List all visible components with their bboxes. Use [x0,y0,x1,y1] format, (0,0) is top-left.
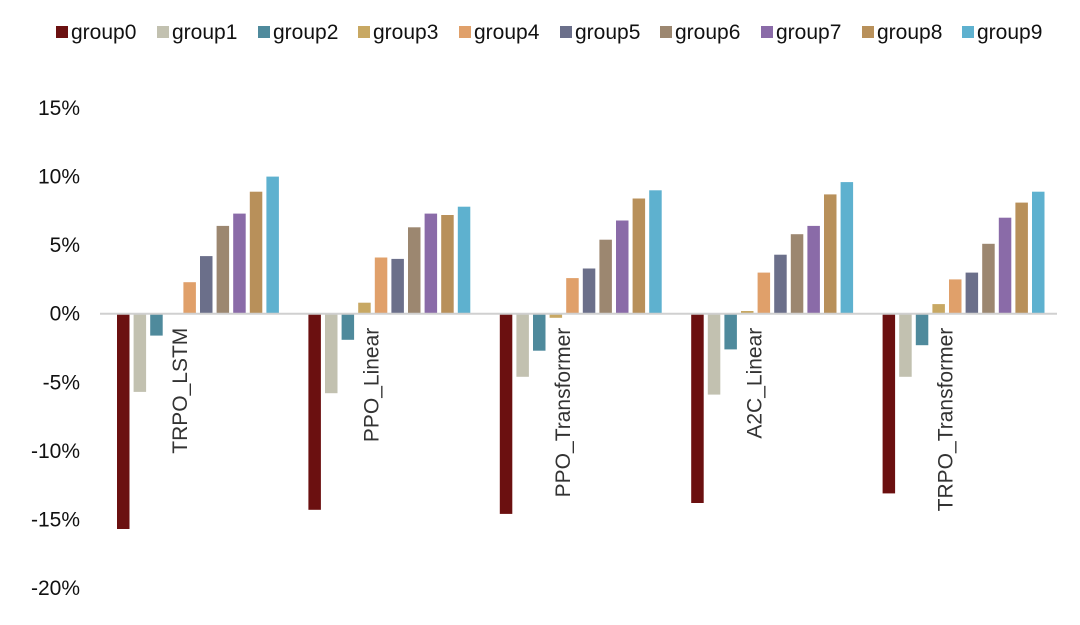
bar-group1-TRPO_Transformer [899,313,912,377]
bar-group2-PPO_Transformer [533,313,546,351]
legend-swatch [157,26,169,38]
bar-group6-A2C_Linear [790,234,804,314]
legend-item-group7: group7 [761,21,841,44]
bar-group8-A2C_Linear [824,194,837,314]
y-tick-label: -10% [31,440,80,463]
bar-group1-TRPO_LSTM [133,313,147,392]
bar-group2-PPO_Linear [341,313,355,340]
legend-swatch [258,26,270,38]
bar-group0-A2C_Linear [691,313,704,503]
legend-label: group3 [373,21,438,44]
bar-group0-PPO_Transformer [499,313,513,514]
legend-item-group4: group4 [459,21,540,44]
category-label: PPO_Linear [361,328,384,442]
bar-group7-PPO_Linear [424,213,438,314]
legend-label: group5 [575,21,640,44]
legend-item-group1: group1 [157,21,237,44]
legend-swatch [761,26,773,38]
legend-item-group2: group2 [258,21,338,44]
legend-swatch [560,26,572,38]
bar-group4-TRPO_Transformer [949,279,962,314]
legend: group0 group1 group2 group3 group4 group5 grou… [56,21,1042,44]
bar-group8-PPO_Transformer [632,198,646,314]
bar-group9-TRPO_LSTM [266,176,279,314]
bar-group3-TRPO_Transformer [932,304,945,314]
legend-swatch [962,26,974,38]
legend-swatch [660,26,672,38]
bar-group2-A2C_Linear [724,313,737,350]
bar-group0-TRPO_LSTM [117,313,130,529]
bar-group6-PPO_Linear [408,227,421,314]
bar-group3-A2C_Linear [741,311,754,314]
legend-item-group5: group5 [560,21,640,44]
legend-swatch [459,26,471,38]
bar-group3-PPO_Linear [358,302,371,314]
legend-label: group7 [776,21,841,44]
y-tick-label: 5% [50,234,80,257]
category-label: TRPO_LSTM [169,328,192,454]
category-labels: TRPO_LSTM PPO_Linear PPO_Transformer A2C_Li… [169,328,958,512]
bar-group5-A2C_Linear [774,254,787,314]
category-label: PPO_Transformer [552,328,575,498]
bar-group9-TRPO_Transformer [1032,191,1045,314]
legend-label: group8 [877,21,942,44]
legend-label: group4 [474,21,540,44]
bar-group1-PPO_Transformer [516,313,529,377]
legend-item-group8: group8 [862,21,942,44]
bar-group0-PPO_Linear [308,313,321,510]
legend-swatch [56,26,68,38]
legend-item-group9: group9 [962,21,1042,44]
legend-label: group6 [675,21,740,44]
bar-group8-TRPO_Transformer [1015,202,1028,314]
bar-group2-TRPO_Transformer [915,313,929,346]
bar-group0-TRPO_Transformer [882,313,896,494]
legend-label: group1 [172,21,237,44]
bar-group5-PPO_Transformer [582,268,596,314]
y-tick-label: 15% [38,97,80,120]
legend-swatch [862,26,874,38]
bar-group7-TRPO_LSTM [233,213,246,314]
y-tick-label: 0% [50,303,80,326]
bar-group4-PPO_Transformer [566,278,579,314]
bars [117,176,1045,529]
bar-group6-TRPO_Transformer [982,243,995,314]
bar-group6-PPO_Transformer [599,239,612,314]
y-tick-label: -5% [43,371,80,394]
legend-item-group3: group3 [358,21,438,44]
y-tick-label: -20% [31,577,80,600]
bar-group5-TRPO_LSTM [200,256,213,314]
bar-group4-TRPO_LSTM [183,282,196,314]
y-axis: -20% -15% -10% -5% 0% 5% 10% 15% [31,97,80,600]
y-tick-label: -15% [31,508,80,531]
legend-swatch [358,26,370,38]
category-label: TRPO_Transformer [935,328,958,512]
bar-group4-PPO_Linear [374,257,388,314]
legend-label: group9 [977,21,1042,44]
legend-label: group2 [273,21,338,44]
y-tick-label: 10% [38,166,80,189]
bar-group9-PPO_Linear [457,206,471,314]
bar-group8-TRPO_LSTM [249,191,263,314]
bar-group1-A2C_Linear [707,313,721,395]
bar-group7-TRPO_Transformer [998,217,1012,314]
bar-group6-TRPO_LSTM [216,225,230,314]
bar-group9-PPO_Transformer [649,190,662,314]
category-label: A2C_Linear [743,328,766,439]
bar-group5-TRPO_Transformer [965,272,979,314]
bar-group2-TRPO_LSTM [150,313,163,336]
bar-group9-A2C_Linear [840,182,854,314]
bar-group8-PPO_Linear [441,215,454,314]
legend-label: group0 [71,21,136,44]
bar-group1-PPO_Linear [325,313,338,394]
legend-item-group0: group0 [56,21,136,44]
bar-group7-PPO_Transformer [616,220,629,314]
bar-group5-PPO_Linear [391,258,404,314]
bar-group3-PPO_Transformer [549,313,563,318]
bar-group7-A2C_Linear [807,225,820,314]
legend-item-group6: group6 [660,21,740,44]
bar-group4-A2C_Linear [757,272,771,314]
